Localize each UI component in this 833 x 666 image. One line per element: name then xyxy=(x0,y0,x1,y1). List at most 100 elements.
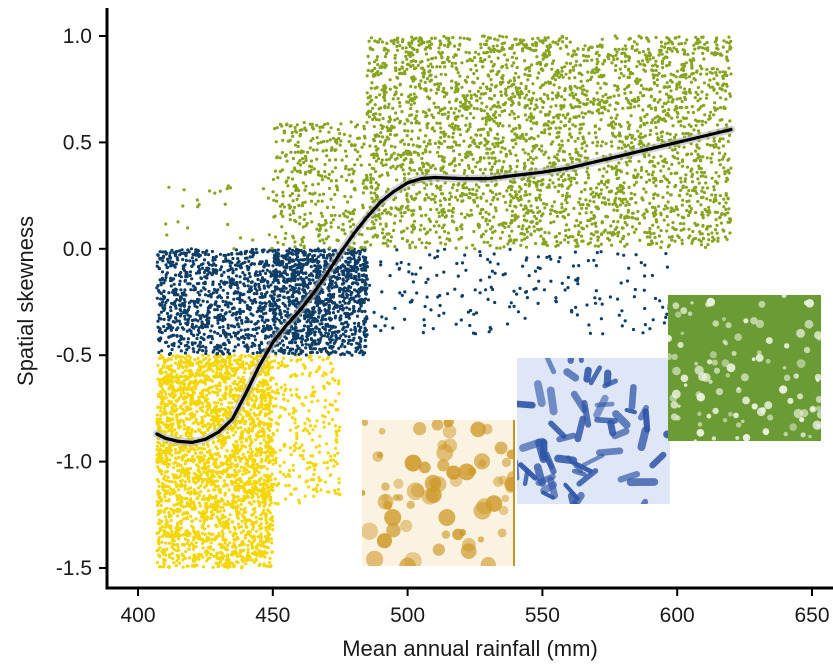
data-point xyxy=(165,547,169,551)
data-point xyxy=(259,532,263,536)
data-point xyxy=(379,260,383,264)
data-point xyxy=(273,477,277,481)
data-point xyxy=(244,471,248,475)
data-point xyxy=(243,455,247,459)
data-point xyxy=(171,260,175,264)
data-point xyxy=(182,448,186,452)
data-point xyxy=(325,442,329,446)
data-point xyxy=(258,482,262,486)
data-point xyxy=(215,308,219,312)
data-point xyxy=(234,440,238,444)
data-point xyxy=(172,561,176,565)
data-point xyxy=(233,358,237,363)
data-point xyxy=(238,476,242,481)
data-point xyxy=(259,380,263,384)
data-point xyxy=(241,529,246,533)
data-point xyxy=(157,266,161,270)
data-point xyxy=(181,407,185,411)
data-point xyxy=(169,264,173,268)
data-point xyxy=(202,332,206,336)
data-point xyxy=(217,475,221,479)
data-point xyxy=(190,501,194,505)
data-point xyxy=(198,519,202,523)
data-point xyxy=(172,369,176,373)
data-point xyxy=(316,483,320,487)
data-point xyxy=(200,326,204,330)
data-point xyxy=(338,289,342,293)
data-point xyxy=(331,377,335,381)
data-point xyxy=(202,258,207,262)
data-point xyxy=(276,248,280,252)
data-point xyxy=(160,549,164,554)
data-point xyxy=(643,274,647,278)
data-point xyxy=(326,308,330,312)
data-point xyxy=(201,299,205,303)
data-point xyxy=(170,480,174,484)
data-point xyxy=(238,296,242,300)
data-point xyxy=(288,284,292,288)
data-point xyxy=(306,286,310,290)
data-point xyxy=(317,479,321,483)
data-point xyxy=(181,533,185,537)
data-point xyxy=(159,317,163,321)
data-point xyxy=(287,468,291,473)
data-point xyxy=(318,347,322,351)
data-point xyxy=(316,399,320,403)
data-point xyxy=(180,543,184,547)
data-point xyxy=(227,522,231,526)
data-point xyxy=(155,413,159,417)
data-point xyxy=(291,291,296,295)
data-point xyxy=(176,510,180,514)
data-point xyxy=(273,253,277,257)
data-point xyxy=(291,468,295,472)
data-point xyxy=(316,255,320,259)
data-point xyxy=(278,414,282,418)
data-point xyxy=(294,283,298,287)
data-point xyxy=(249,452,253,456)
data-point xyxy=(315,419,319,423)
data-point xyxy=(259,513,263,517)
data-point xyxy=(186,318,190,322)
data-point xyxy=(247,470,251,474)
data-point xyxy=(273,391,277,395)
data-point xyxy=(276,502,280,506)
data-point xyxy=(338,425,342,429)
data-point xyxy=(197,298,201,302)
data-point xyxy=(218,318,222,322)
data-point xyxy=(295,437,299,441)
data-point xyxy=(159,413,163,417)
data-point xyxy=(275,428,279,432)
data-point xyxy=(167,399,171,403)
data-point xyxy=(212,262,216,266)
data-point xyxy=(157,536,161,540)
data-point xyxy=(220,308,224,312)
data-point xyxy=(167,541,171,545)
data-point xyxy=(206,489,211,493)
data-point xyxy=(155,260,159,264)
data-point xyxy=(218,499,222,504)
data-point xyxy=(358,329,362,333)
data-point xyxy=(245,468,249,472)
data-point xyxy=(311,306,315,310)
data-point xyxy=(240,318,244,323)
data-point xyxy=(253,483,257,487)
data-point xyxy=(223,515,227,519)
data-point xyxy=(166,465,170,469)
data-point xyxy=(294,409,298,413)
data-point xyxy=(189,288,193,292)
data-point xyxy=(255,492,259,496)
data-point xyxy=(442,270,446,274)
data-point xyxy=(185,470,189,474)
data-point xyxy=(322,425,326,429)
data-point xyxy=(255,251,259,255)
data-point xyxy=(164,392,168,396)
data-point xyxy=(352,296,356,300)
data-point xyxy=(303,421,307,426)
data-point xyxy=(162,441,166,445)
data-point xyxy=(295,266,299,270)
data-point xyxy=(176,293,180,297)
data-point xyxy=(304,311,308,315)
data-point xyxy=(160,349,164,353)
data-point xyxy=(332,464,336,468)
data-point xyxy=(228,463,232,467)
